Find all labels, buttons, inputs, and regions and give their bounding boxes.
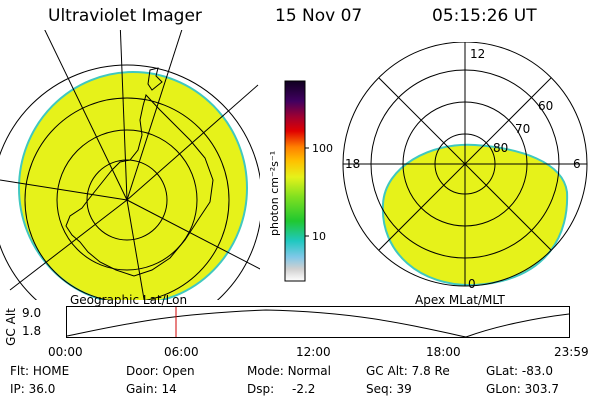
info-door: Door: Open — [126, 364, 195, 378]
lon-line — [126, 199, 260, 270]
lon-line — [126, 199, 145, 300]
info-glat-label: GLat: — [486, 364, 519, 378]
date-label: 15 Nov 07 — [275, 6, 363, 26]
left-map-label: Geographic Lat/Lon — [70, 293, 188, 307]
right-map-label: Apex MLat/MLT — [415, 293, 505, 307]
info-dsp-label: Dsp: — [247, 382, 275, 396]
time-label: 05:15:26 UT — [432, 6, 537, 26]
info-gain-value: 14 — [161, 382, 177, 396]
timeline-xtick-2359: 23:59 — [554, 345, 589, 359]
timeline-ytick-min: 1.8 — [22, 324, 42, 338]
mlt-label-6: 6 — [573, 157, 581, 171]
colorbar-tick-100: 100 — [312, 142, 333, 155]
colorbar-tick-10: 10 — [312, 230, 326, 243]
colorbar-gradient — [284, 80, 306, 282]
info-mode-label: Mode: — [247, 364, 284, 378]
colorbar: 100 10 photon cm⁻²s⁻¹ — [268, 80, 333, 282]
timeline-plot — [66, 306, 570, 338]
info-gcalt-label: GC Alt: — [366, 364, 408, 378]
info-gcalt: GC Alt: 7.8 Re — [366, 364, 450, 378]
lat-circle — [86, 159, 168, 241]
timeline-ytick-max: 9.0 — [22, 306, 42, 320]
info-dsp: Dsp: -2.2 — [247, 382, 315, 396]
lat-circle — [24, 97, 230, 300]
info-dsp-value: -2.2 — [291, 382, 316, 396]
timeline-xtick-1800: 18:00 — [426, 345, 461, 359]
info-glat-value: -83.0 — [521, 364, 553, 378]
info-glon-value: 303.7 — [524, 382, 559, 396]
info-flt-value: HOME — [32, 364, 70, 378]
info-ip-value: 36.0 — [28, 382, 56, 396]
mlt-label-0: 0 — [468, 277, 476, 291]
mlt-label-12: 12 — [470, 47, 485, 61]
timeline-xtick-0600: 06:00 — [164, 345, 199, 359]
info-seq: Seq: 39 — [366, 382, 412, 396]
lon-line — [119, 30, 128, 201]
info-seq-value: 39 — [396, 382, 412, 396]
aurora-image-left — [18, 71, 248, 300]
lon-line — [126, 30, 183, 201]
lon-line — [0, 179, 128, 201]
info-ip: IP: 36.0 — [10, 382, 55, 396]
info-gain: Gain: 14 — [126, 382, 177, 396]
orbit-altitude-curve — [66, 309, 570, 338]
info-door-value: Open — [162, 364, 195, 378]
info-mode: Mode: Normal — [247, 364, 331, 378]
aurora-image-right — [381, 143, 569, 287]
info-mode-value: Normal — [287, 364, 331, 378]
lat-circle — [56, 129, 198, 271]
coastline — [65, 67, 214, 277]
mlt-line — [378, 77, 552, 251]
timeline-ylabel: GC Alt — [3, 308, 18, 346]
info-seq-label: Seq: — [366, 382, 393, 396]
info-glon: GLon: 303.7 — [486, 382, 559, 396]
timeline-ylabel-wrap: GC Alt — [4, 308, 18, 348]
colorbar-unit: photon cm⁻²s⁻¹ — [268, 151, 281, 236]
info-door-label: Door: — [126, 364, 159, 378]
info-gcalt-value: 7.8 Re — [411, 364, 450, 378]
instrument-title: Ultraviolet Imager — [48, 6, 202, 26]
mlat-label-80: 80 — [493, 141, 508, 155]
info-flt-label: Flt: — [10, 364, 29, 378]
info-glon-label: GLon: — [486, 382, 521, 396]
info-flt: Flt: HOME — [10, 364, 69, 378]
timeline-frame — [66, 306, 570, 338]
mlat-label-60: 60 — [538, 99, 553, 113]
timeline-xtick-1200: 12:00 — [296, 345, 331, 359]
info-glat: GLat: -83.0 — [486, 364, 553, 378]
apex-map: 12 18 6 0 60 70 80 — [342, 42, 588, 291]
timeline-xtick-0000: 00:00 — [48, 345, 83, 359]
geographic-map — [0, 30, 260, 300]
info-ip-label: IP: — [10, 382, 25, 396]
info-gain-label: Gain: — [126, 382, 158, 396]
lon-line — [9, 199, 128, 291]
lat-circle — [0, 64, 260, 300]
mlt-label-18: 18 — [345, 157, 360, 171]
mlat-label-70: 70 — [515, 122, 530, 136]
